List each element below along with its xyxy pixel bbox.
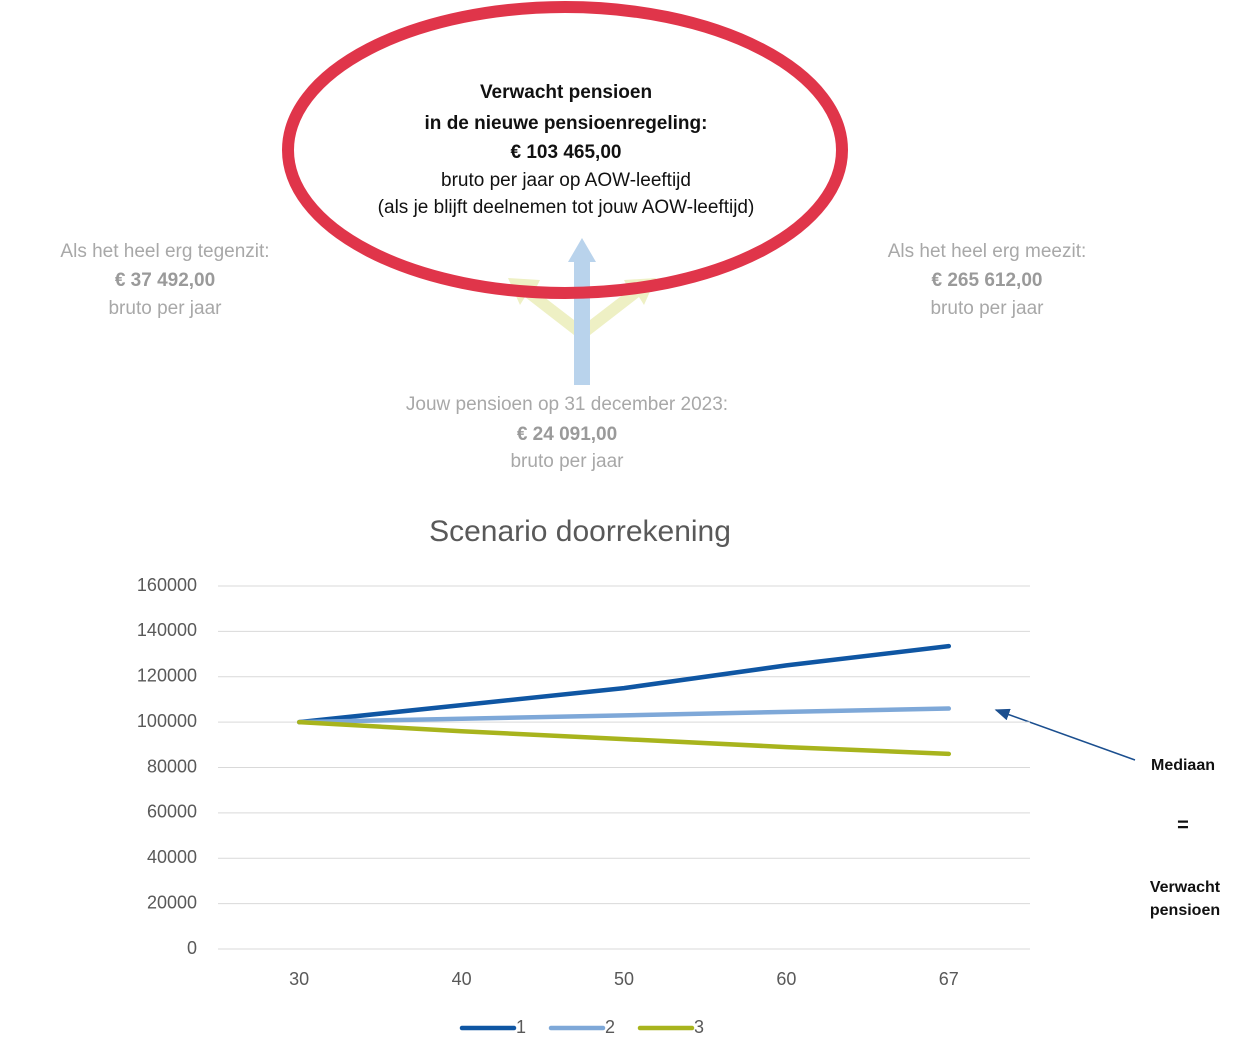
- y-tick-label: 80000: [147, 756, 197, 776]
- annotation: Mediaan: [1151, 757, 1215, 774]
- center-text: (als je blijft deelnemen tot jouw AOW-le…: [378, 197, 755, 218]
- right-amount: € 265 612,00: [932, 270, 1043, 291]
- center-text: Verwacht pensioen: [480, 82, 652, 103]
- right-text: bruto per jaar: [930, 298, 1044, 319]
- arrow-up: [568, 238, 596, 385]
- y-tick-label: 120000: [137, 666, 197, 686]
- annotation: =: [1177, 814, 1189, 836]
- annotation: Verwacht: [1150, 879, 1221, 896]
- series-line: [296, 719, 952, 757]
- series-line: [296, 643, 952, 725]
- highlight-ellipse: [282, 1, 848, 299]
- legend-label: 3: [694, 1017, 704, 1037]
- chart-title: Scenario doorrekening: [429, 515, 731, 548]
- infographic: Verwacht pensioen in de nieuwe pensioenr…: [60, 1, 1087, 472]
- y-tick-label: 20000: [147, 892, 197, 912]
- center-amount: € 103 465,00: [511, 142, 622, 163]
- y-tick-label: 0: [187, 938, 197, 958]
- y-tick-label: 100000: [137, 711, 197, 731]
- left-amount: € 37 492,00: [115, 270, 215, 291]
- y-tick-label: 60000: [147, 802, 197, 822]
- left-text: bruto per jaar: [108, 298, 222, 319]
- x-tick-label: 30: [289, 969, 309, 989]
- series-line: [296, 706, 952, 725]
- legend-label: 1: [516, 1017, 526, 1037]
- annotation: pensioen: [1150, 902, 1220, 919]
- annotation-arrow: [994, 708, 1136, 761]
- x-tick-label: 40: [452, 969, 472, 989]
- x-tick-label: 60: [776, 969, 796, 989]
- legend-label: 2: [605, 1017, 615, 1037]
- bottom-text: Jouw pensioen op 31 december 2023:: [406, 394, 728, 415]
- right-text: Als het heel erg meezit:: [888, 241, 1087, 262]
- y-tick-label: 160000: [137, 575, 197, 595]
- x-tick-label: 50: [614, 969, 634, 989]
- center-text: bruto per jaar op AOW-leeftijd: [441, 170, 691, 191]
- center-text: in de nieuwe pensioenregeling:: [425, 113, 708, 134]
- bottom-amount: € 24 091,00: [517, 424, 617, 445]
- left-text: Als het heel erg tegenzit:: [60, 241, 269, 262]
- bottom-text: bruto per jaar: [510, 451, 624, 472]
- x-tick-label: 67: [939, 969, 959, 989]
- y-tick-label: 140000: [137, 620, 197, 640]
- y-tick-label: 40000: [147, 847, 197, 867]
